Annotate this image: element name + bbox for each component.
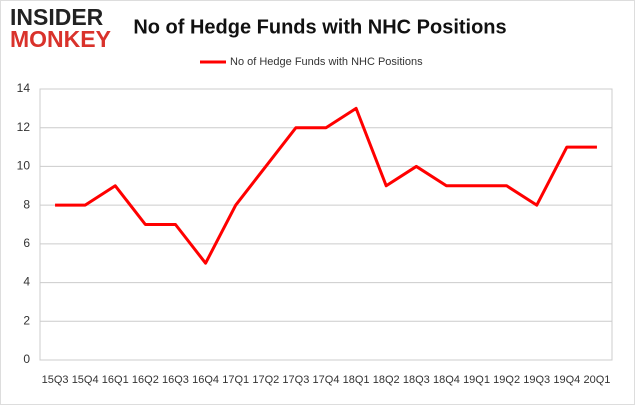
x-tick-label: 18Q3 — [403, 374, 430, 386]
x-tick-label: 15Q4 — [72, 374, 99, 386]
x-tick-label: 19Q1 — [463, 374, 490, 386]
y-tick-label: 0 — [23, 352, 30, 366]
x-tick-label: 16Q3 — [162, 374, 189, 386]
logo-line2: MONKEY — [10, 26, 111, 52]
y-tick-label: 6 — [23, 236, 30, 250]
y-tick-label: 2 — [23, 313, 30, 327]
x-tick-label: 17Q1 — [222, 374, 249, 386]
x-tick-label: 18Q4 — [433, 374, 460, 386]
x-tick-label: 19Q4 — [553, 374, 580, 386]
x-tick-label: 17Q2 — [252, 374, 279, 386]
x-tick-label: 18Q1 — [343, 374, 370, 386]
x-tick-label: 19Q3 — [523, 374, 550, 386]
series-line — [55, 106, 597, 265]
x-tick-label: 17Q4 — [313, 374, 340, 386]
y-tick-label: 4 — [23, 275, 30, 289]
x-tick-label: 17Q3 — [282, 374, 309, 386]
x-tick-label: 15Q3 — [42, 374, 69, 386]
legend-label: No of Hedge Funds with NHC Positions — [230, 56, 423, 68]
y-tick-label: 10 — [17, 159, 31, 173]
x-tick-label: 16Q4 — [192, 374, 219, 386]
chart-title: No of Hedge Funds with NHC Positions — [133, 16, 506, 38]
y-tick-label: 14 — [17, 81, 31, 95]
x-tick-label: 16Q1 — [102, 374, 129, 386]
x-tick-label: 18Q2 — [373, 374, 400, 386]
logo-line1: INSIDER — [10, 4, 104, 30]
x-tick-label: 19Q2 — [493, 374, 520, 386]
y-tick-label: 8 — [23, 197, 30, 211]
x-tick-label: 20Q1 — [583, 374, 610, 386]
y-tick-label: 12 — [17, 120, 31, 134]
x-tick-label: 16Q2 — [132, 374, 159, 386]
